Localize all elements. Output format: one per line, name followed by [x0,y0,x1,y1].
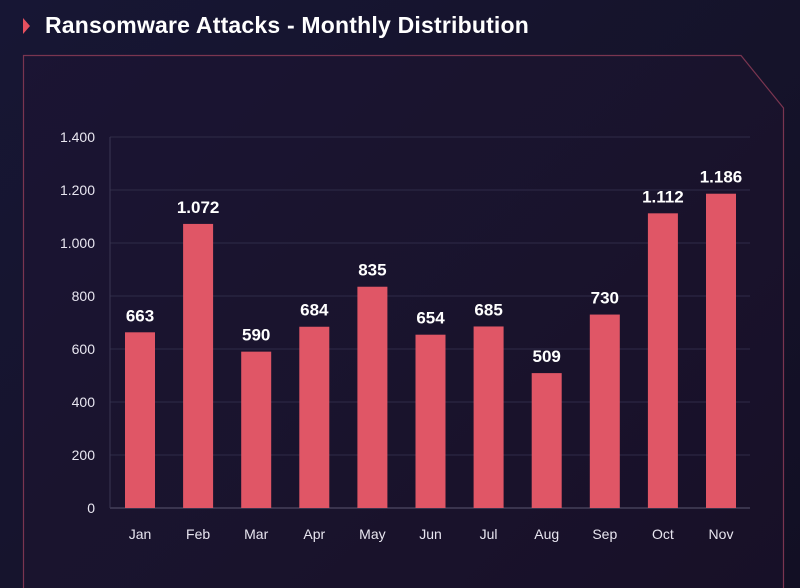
data-label: 685 [474,300,502,319]
chart-title: Ransomware Attacks - Monthly Distributio… [45,12,530,38]
x-tick-label: Aug [534,526,559,542]
y-tick-label: 1.000 [60,235,95,251]
x-tick-label: Jan [129,526,152,542]
x-tick-label: Nov [709,526,734,542]
bar-sep [589,314,620,508]
bar-jul [473,326,504,508]
y-tick-label: 600 [72,341,96,357]
bar-jun [415,334,446,508]
y-tick-label: 800 [72,288,96,304]
bar-oct [647,213,678,508]
x-tick-label: Jun [419,526,442,542]
x-tick-label: Sep [592,526,617,542]
bar-may [357,286,388,508]
y-tick-label: 1.200 [60,182,95,198]
data-label: 1.186 [700,168,743,187]
data-label: 1.072 [177,198,220,217]
y-tick-label: 400 [72,394,96,410]
y-tick-label: 200 [72,447,96,463]
data-label: 684 [300,301,329,320]
bar-jan [125,332,155,508]
bar-feb [183,223,214,509]
data-label: 1.112 [642,187,684,206]
data-label: 730 [591,289,619,308]
data-label: 835 [358,261,386,280]
title-marker-icon [23,18,30,34]
x-tick-label: Oct [652,526,674,542]
y-tick-label: 1.400 [60,129,95,145]
x-tick-label: Feb [186,526,210,542]
data-label: 663 [126,306,154,325]
bar-nov [706,193,736,508]
data-label: 590 [242,326,270,345]
x-tick-label: Mar [244,526,268,542]
bar-mar [241,351,272,508]
y-tick-label: 0 [87,500,95,516]
data-label: 509 [533,347,561,366]
bar-aug [531,373,562,508]
bar-apr [299,326,330,508]
x-tick-label: Jul [480,526,498,542]
x-tick-label: May [359,526,385,542]
data-label: 654 [416,309,445,328]
x-tick-label: Apr [303,526,325,542]
